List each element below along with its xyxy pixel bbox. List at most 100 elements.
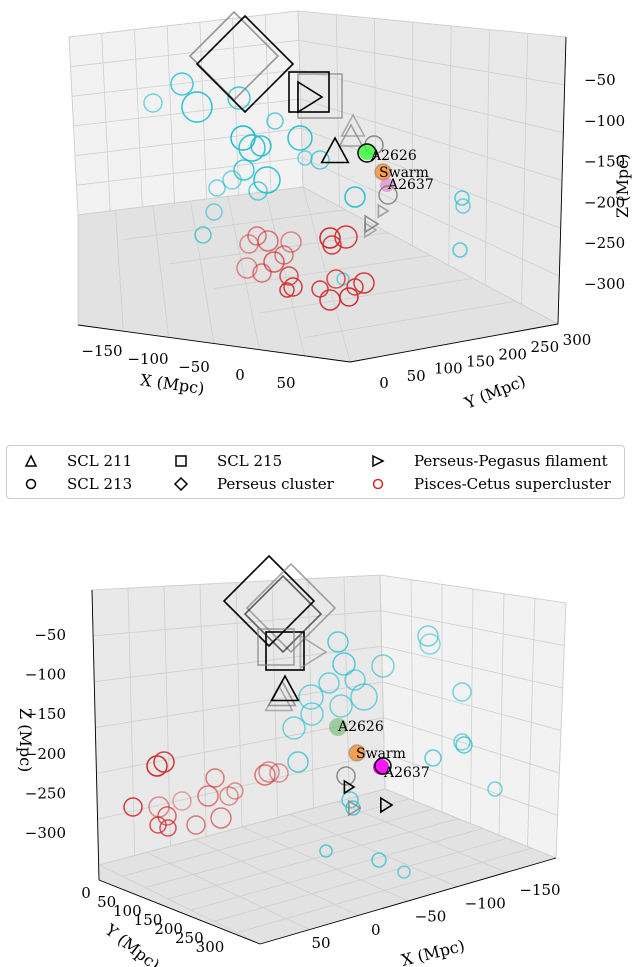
legend-label: Perseus cluster	[217, 475, 334, 493]
data-point	[357, 143, 377, 163]
gridline	[299, 69, 564, 134]
x-tick-label: −150	[81, 342, 122, 360]
gridline	[98, 788, 386, 866]
z-tick-label: −150	[584, 153, 625, 171]
legend-item-scl211: SCL 211	[21, 450, 132, 472]
gridline	[98, 864, 261, 945]
gridline	[190, 200, 215, 344]
data-point-diamond	[243, 574, 323, 654]
legend-label: SCL 215	[217, 452, 283, 470]
data-point	[233, 159, 255, 181]
gridline	[380, 610, 565, 646]
data-point	[287, 125, 313, 151]
data-point	[222, 170, 242, 190]
gridline	[146, 851, 310, 931]
gridline	[74, 127, 302, 157]
bottom-annotations: A2626 Swarm A2637	[337, 719, 430, 781]
data-point	[341, 791, 359, 809]
gridline	[337, 801, 507, 873]
gridline	[73, 98, 301, 127]
data-point	[487, 781, 503, 797]
data-point-diamond	[245, 562, 337, 654]
data-point-square	[257, 628, 295, 666]
x-axis-label: X (Mpc)	[399, 936, 466, 967]
gridline	[384, 788, 557, 859]
gridline	[300, 98, 563, 181]
gridline	[76, 157, 303, 186]
y-tick-label: 50	[97, 893, 116, 911]
gridline	[302, 186, 351, 363]
data-point	[146, 755, 168, 777]
gridline	[96, 717, 384, 774]
data-point	[300, 702, 324, 726]
gridline	[94, 645, 382, 683]
legend-item-perseus-pegasus: Perseus-Pegasus filament	[368, 450, 608, 472]
data-point	[326, 269, 346, 289]
z-tick-label: −150	[25, 705, 66, 723]
data-point	[344, 669, 366, 691]
data-point	[455, 198, 471, 214]
data-point	[282, 716, 306, 740]
gridline	[91, 574, 381, 591]
data-point	[452, 242, 468, 258]
gridline	[144, 808, 434, 888]
data-point	[157, 806, 177, 826]
legend-item-perseus-cluster: Perseus cluster	[171, 473, 334, 495]
data-point	[344, 186, 366, 208]
circle-icon	[25, 478, 37, 490]
x-tick-label: −100	[127, 350, 168, 368]
y-axis-line	[98, 879, 261, 945]
data-point-square	[288, 71, 330, 113]
z-tick-label: −200	[584, 193, 625, 211]
legend-item-scl213: SCL 213	[21, 473, 132, 495]
data-point	[248, 181, 268, 201]
data-point-triangle-right	[363, 221, 378, 239]
data-point	[375, 164, 391, 180]
z-tick-label: −250	[584, 234, 625, 252]
gridline	[259, 277, 474, 314]
data-point	[181, 91, 213, 123]
gridline	[384, 752, 558, 816]
y-tick-label: 100	[113, 902, 142, 920]
label-swarm: Swarm	[379, 165, 429, 181]
data-point	[205, 203, 223, 221]
data-point	[348, 744, 366, 762]
data-point	[332, 652, 356, 676]
data-point	[329, 718, 347, 736]
z-tick-label: −250	[25, 784, 66, 802]
gridline	[167, 818, 459, 900]
gridline	[304, 300, 516, 338]
gridline	[297, 10, 567, 38]
data-point	[254, 764, 276, 786]
data-point	[417, 625, 439, 647]
x-tick-label: −50	[178, 358, 210, 376]
data-point	[374, 757, 392, 775]
data-point	[353, 272, 375, 294]
gridline	[379, 574, 567, 604]
diamond-icon	[173, 477, 189, 491]
data-point	[210, 807, 232, 829]
gridline	[194, 839, 359, 916]
x-tick-label: 0	[371, 921, 381, 939]
data-point	[219, 786, 239, 806]
gridline	[265, 191, 306, 356]
gridline	[298, 39, 565, 86]
data-point-triangle-right	[343, 779, 356, 795]
x-tick-label: −150	[519, 881, 560, 899]
data-point	[397, 865, 411, 879]
data-point-triangle-right	[377, 203, 390, 219]
gridline	[213, 255, 431, 289]
x-tick-label: −50	[415, 908, 447, 926]
data-point-triangle	[320, 136, 350, 164]
gridline	[301, 157, 560, 277]
data-point	[252, 263, 272, 283]
data-point	[453, 733, 471, 751]
legend-label: Perseus-Pegasus filament	[414, 452, 608, 470]
z-tick-label: −300	[584, 275, 625, 293]
data-point	[359, 144, 375, 160]
gridline	[77, 186, 304, 216]
legend-item-scl215: SCL 215	[171, 450, 282, 472]
gridline	[289, 813, 458, 888]
z-tick-label: −100	[584, 112, 625, 130]
